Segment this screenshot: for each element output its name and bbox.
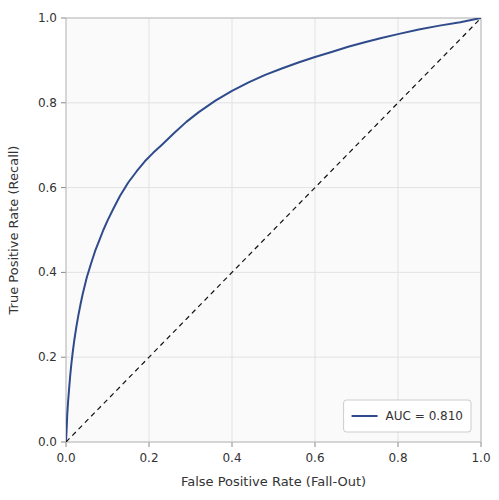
x-tick-label: 0.0 [56, 451, 75, 465]
x-tick [149, 442, 150, 447]
plot-background [66, 18, 481, 442]
plot-frame [66, 18, 481, 442]
y-grid-line [66, 272, 481, 273]
x-grid-line [149, 18, 150, 442]
x-grid-line [398, 18, 399, 442]
x-tick-label: 0.2 [139, 451, 158, 465]
x-tick-label: 0.6 [305, 451, 324, 465]
chart: 0.0 0.2 0.4 0.6 0.8 1.0 0.0 0.2 0.4 0.6 0.8 1.0 Fals… [0, 0, 499, 500]
reference-line [66, 18, 481, 442]
y-tick-label: 0.8 [38, 96, 57, 110]
y-tick [61, 272, 66, 273]
y-tick-label: 1.0 [38, 11, 57, 25]
x-tick-label: 0.8 [388, 451, 407, 465]
x-tick-label: 1.0 [471, 451, 490, 465]
x-tick [315, 442, 316, 447]
y-tick-label: 0.4 [38, 265, 57, 279]
series-lines [66, 18, 481, 442]
x-grid-line [232, 18, 233, 442]
y-tick [61, 18, 66, 19]
x-tick-label: 0.4 [222, 451, 241, 465]
x-grid-line [315, 18, 316, 442]
y-grid-line [66, 357, 481, 358]
legend: AUC = 0.810 [344, 400, 471, 432]
x-tick [398, 442, 399, 447]
legend-label: AUC = 0.810 [386, 409, 463, 423]
y-tick [61, 187, 66, 188]
y-tick [61, 442, 66, 443]
y-axis-label: True Positive Rate (Recall) [6, 146, 21, 316]
x-tick [66, 442, 67, 447]
y-tick [61, 102, 66, 103]
x-tick [481, 442, 482, 447]
roc-line [66, 18, 481, 442]
grid [66, 18, 481, 442]
legend-swatch [352, 415, 378, 417]
tick-labels: 0.0 0.2 0.4 0.6 0.8 1.0 0.0 0.2 0.4 0.6 0.8 1.0 [38, 11, 491, 465]
y-tick-label: 0.2 [38, 350, 57, 364]
x-tick [232, 442, 233, 447]
y-tick-label: 0.6 [38, 181, 57, 195]
x-axis-label: False Positive Rate (Fall-Out) [181, 474, 366, 489]
legend-box [344, 400, 471, 432]
y-grid-line [66, 102, 481, 103]
y-tick-label: 0.0 [38, 435, 57, 449]
y-tick [61, 357, 66, 358]
y-grid-line [66, 187, 481, 188]
